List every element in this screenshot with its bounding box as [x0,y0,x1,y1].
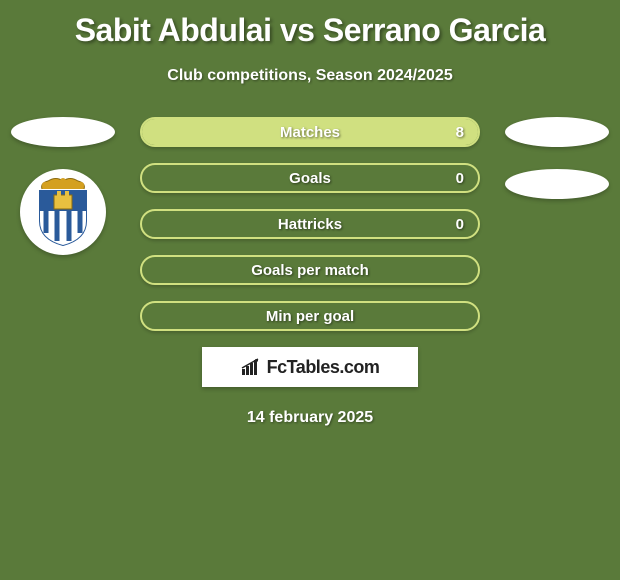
bar-chart-icon [241,358,263,376]
stat-row-hattricks: Hattricks 0 [140,209,480,239]
stat-value-left: 8 [456,124,464,141]
club-crest-left [20,169,106,255]
content-area: Matches 8 Goals 0 Hattricks 0 Goals per … [0,117,620,427]
right-player-column [502,117,612,221]
player-photo-placeholder-right [505,117,609,147]
stat-bars: Matches 8 Goals 0 Hattricks 0 Goals per … [140,117,480,331]
stat-label: Matches [280,124,340,141]
left-player-column [8,117,118,255]
stat-value-left: 0 [456,170,464,187]
player-photo-placeholder-left [11,117,115,147]
stat-label: Goals [289,170,331,187]
branding-badge: FcTables.com [202,347,418,387]
club-placeholder-right [505,169,609,199]
shield-icon [32,177,94,247]
stat-row-goals-per-match: Goals per match [140,255,480,285]
comparison-title: Sabit Abdulai vs Serrano Garcia [0,0,620,49]
stat-value-left: 0 [456,216,464,233]
branding-text: FcTables.com [267,357,380,378]
comparison-subtitle: Club competitions, Season 2024/2025 [0,67,620,85]
stat-label: Min per goal [266,308,354,325]
generation-date: 14 february 2025 [0,409,620,427]
stat-label: Hattricks [278,216,342,233]
stat-row-goals: Goals 0 [140,163,480,193]
stat-row-matches: Matches 8 [140,117,480,147]
stat-row-min-per-goal: Min per goal [140,301,480,331]
stat-label: Goals per match [251,262,369,279]
